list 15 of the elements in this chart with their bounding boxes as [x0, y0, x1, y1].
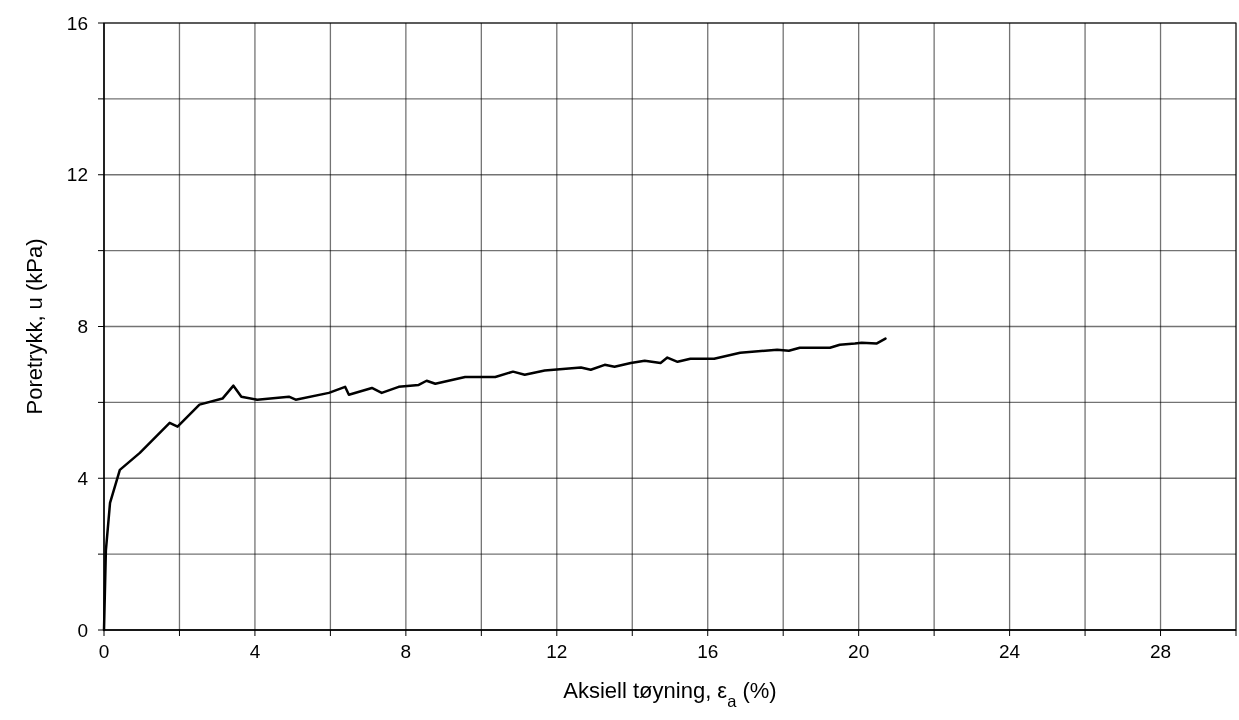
y-tick-label: 0 [77, 619, 88, 641]
x-axis-title: Aksiell tøyning, ε$_{a}$ (%) [563, 678, 777, 710]
x-tick-label: 8 [400, 641, 412, 662]
x-tick-label: 24 [999, 641, 1021, 662]
x-tick-label: 20 [848, 641, 870, 662]
y-axis-title: Poretrykk, u (kPa) [22, 238, 47, 415]
x-tick-label: 28 [1149, 641, 1172, 662]
x-tick-label: 16 [697, 641, 719, 662]
y-tick-label: 16 [66, 12, 88, 34]
x-tick-label: 12 [546, 641, 568, 662]
y-tick-label: 12 [66, 164, 88, 186]
x-tick-label: 4 [249, 641, 261, 662]
x-tick-label: 0 [98, 641, 110, 662]
y-tick-label: 8 [77, 316, 88, 338]
y-tick-label: 4 [77, 467, 89, 489]
